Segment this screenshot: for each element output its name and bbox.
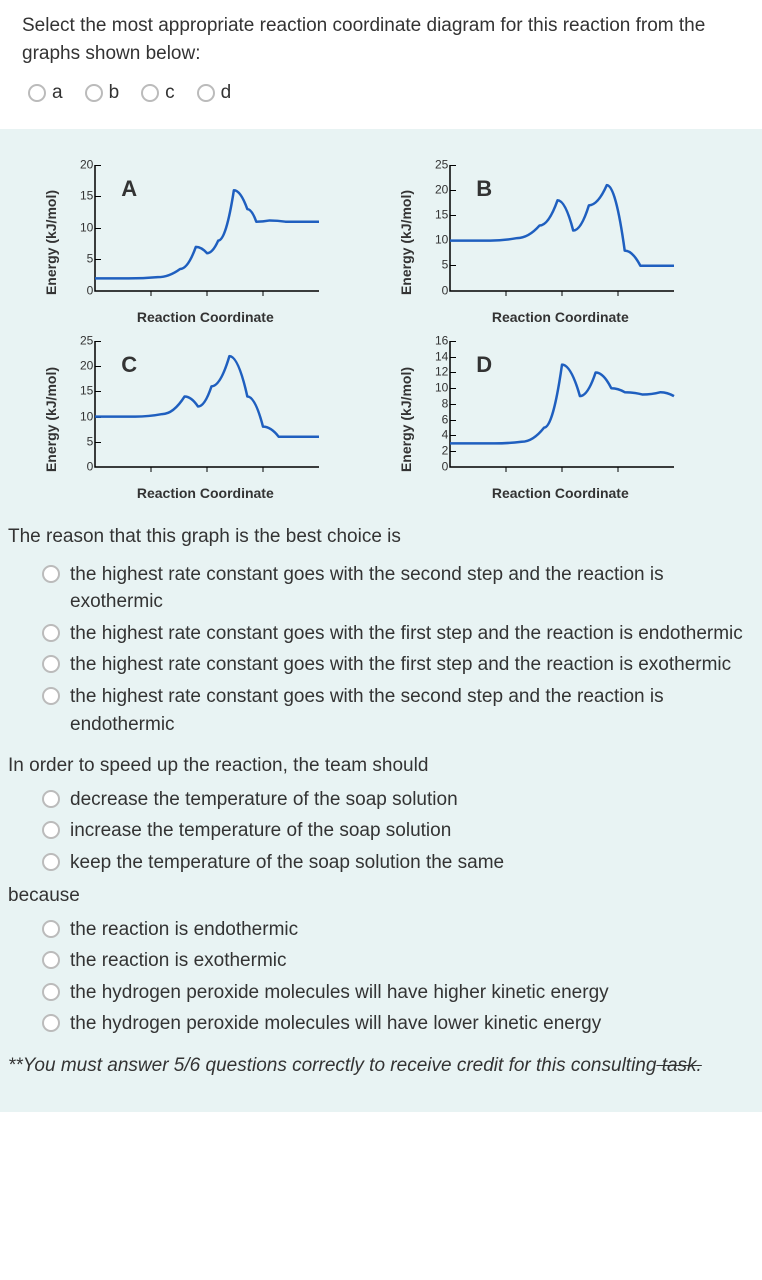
radio-icon [42,790,60,808]
x-axis-label: Reaction Coordinate [137,307,274,327]
q3-option-1-label: decrease the temperature of the soap sol… [70,786,458,814]
radio-icon [42,1014,60,1032]
q2-option-2-label: the highest rate constant goes with the … [70,620,743,648]
question-3-stem: In order to speed up the reaction, the t… [8,752,754,780]
radio-icon [42,821,60,839]
chart-letter: C [121,349,137,381]
option-a[interactable]: a [28,79,63,107]
q2-option-3[interactable]: the highest rate constant goes with the … [42,651,754,679]
footnote-main: **You must answer 5/6 questions correctl… [8,1055,656,1076]
q3-option-2[interactable]: increase the temperature of the soap sol… [42,817,754,845]
q3-option-1[interactable]: decrease the temperature of the soap sol… [42,786,754,814]
question-2-stem: The reason that this graph is the best c… [8,523,754,551]
option-c[interactable]: c [141,79,175,107]
chart-letter: D [476,349,492,381]
question-1-options: a b c d [22,79,740,107]
option-b[interactable]: b [85,79,120,107]
question-1-text: Select the most appropriate reaction coo… [22,12,740,67]
footnote: **You must answer 5/6 questions correctl… [8,1052,754,1080]
q2-option-4-label: the highest rate constant goes with the … [70,683,754,738]
chart-letter: A [121,173,137,205]
y-axis-label: Energy (kJ/mol) [41,190,61,295]
radio-icon [42,920,60,938]
option-d[interactable]: d [197,79,232,107]
x-axis-label: Reaction Coordinate [137,483,274,503]
y-axis-label: Energy (kJ/mol) [396,190,416,295]
radio-icon [42,951,60,969]
q3-option-3-label: keep the temperature of the soap solutio… [70,849,504,877]
footnote-strike: task. [656,1055,701,1076]
chart-d: Energy (kJ/mol)0246810121416DReaction Co… [396,335,721,503]
radio-icon [42,565,60,583]
q2-option-1-label: the highest rate constant goes with the … [70,561,754,616]
q3-option-2-label: increase the temperature of the soap sol… [70,817,451,845]
y-axis-label: Energy (kJ/mol) [41,367,61,472]
chart-a: Energy (kJ/mol)05101520AReaction Coordin… [41,159,366,327]
radio-icon [42,853,60,871]
because-label: because [8,882,754,910]
radio-icon [42,983,60,1001]
radio-icon [42,655,60,673]
q3-reason-option-3[interactable]: the hydrogen peroxide molecules will hav… [42,979,754,1007]
chart-letter: B [476,173,492,205]
q3-reason-option-2[interactable]: the reaction is exothermic [42,947,754,975]
q3-reason-option-1[interactable]: the reaction is endothermic [42,916,754,944]
radio-icon [85,84,103,102]
q2-option-1[interactable]: the highest rate constant goes with the … [42,561,754,616]
option-b-label: b [109,79,120,107]
option-d-label: d [221,79,232,107]
q2-option-4[interactable]: the highest rate constant goes with the … [42,683,754,738]
q3-reason-option-1-label: the reaction is endothermic [70,916,298,944]
radio-icon [197,84,215,102]
option-c-label: c [165,79,175,107]
q2-option-2[interactable]: the highest rate constant goes with the … [42,620,754,648]
q3-reason-option-4-label: the hydrogen peroxide molecules will hav… [70,1010,601,1038]
q3-reason-option-3-label: the hydrogen peroxide molecules will hav… [70,979,609,1007]
q3-reason-option-2-label: the reaction is exothermic [70,947,287,975]
radio-icon [42,687,60,705]
radio-icon [141,84,159,102]
chart-b: Energy (kJ/mol)0510152025BReaction Coord… [396,159,721,327]
option-a-label: a [52,79,63,107]
x-axis-label: Reaction Coordinate [492,307,629,327]
q3-option-3[interactable]: keep the temperature of the soap solutio… [42,849,754,877]
radio-icon [28,84,46,102]
radio-icon [42,624,60,642]
q3-reason-option-4[interactable]: the hydrogen peroxide molecules will hav… [42,1010,754,1038]
chart-c: Energy (kJ/mol)0510152025CReaction Coord… [41,335,366,503]
x-axis-label: Reaction Coordinate [492,483,629,503]
y-axis-label: Energy (kJ/mol) [396,367,416,472]
q2-option-3-label: the highest rate constant goes with the … [70,651,731,679]
charts-panel: Energy (kJ/mol)05101520AReaction Coordin… [0,129,762,1112]
